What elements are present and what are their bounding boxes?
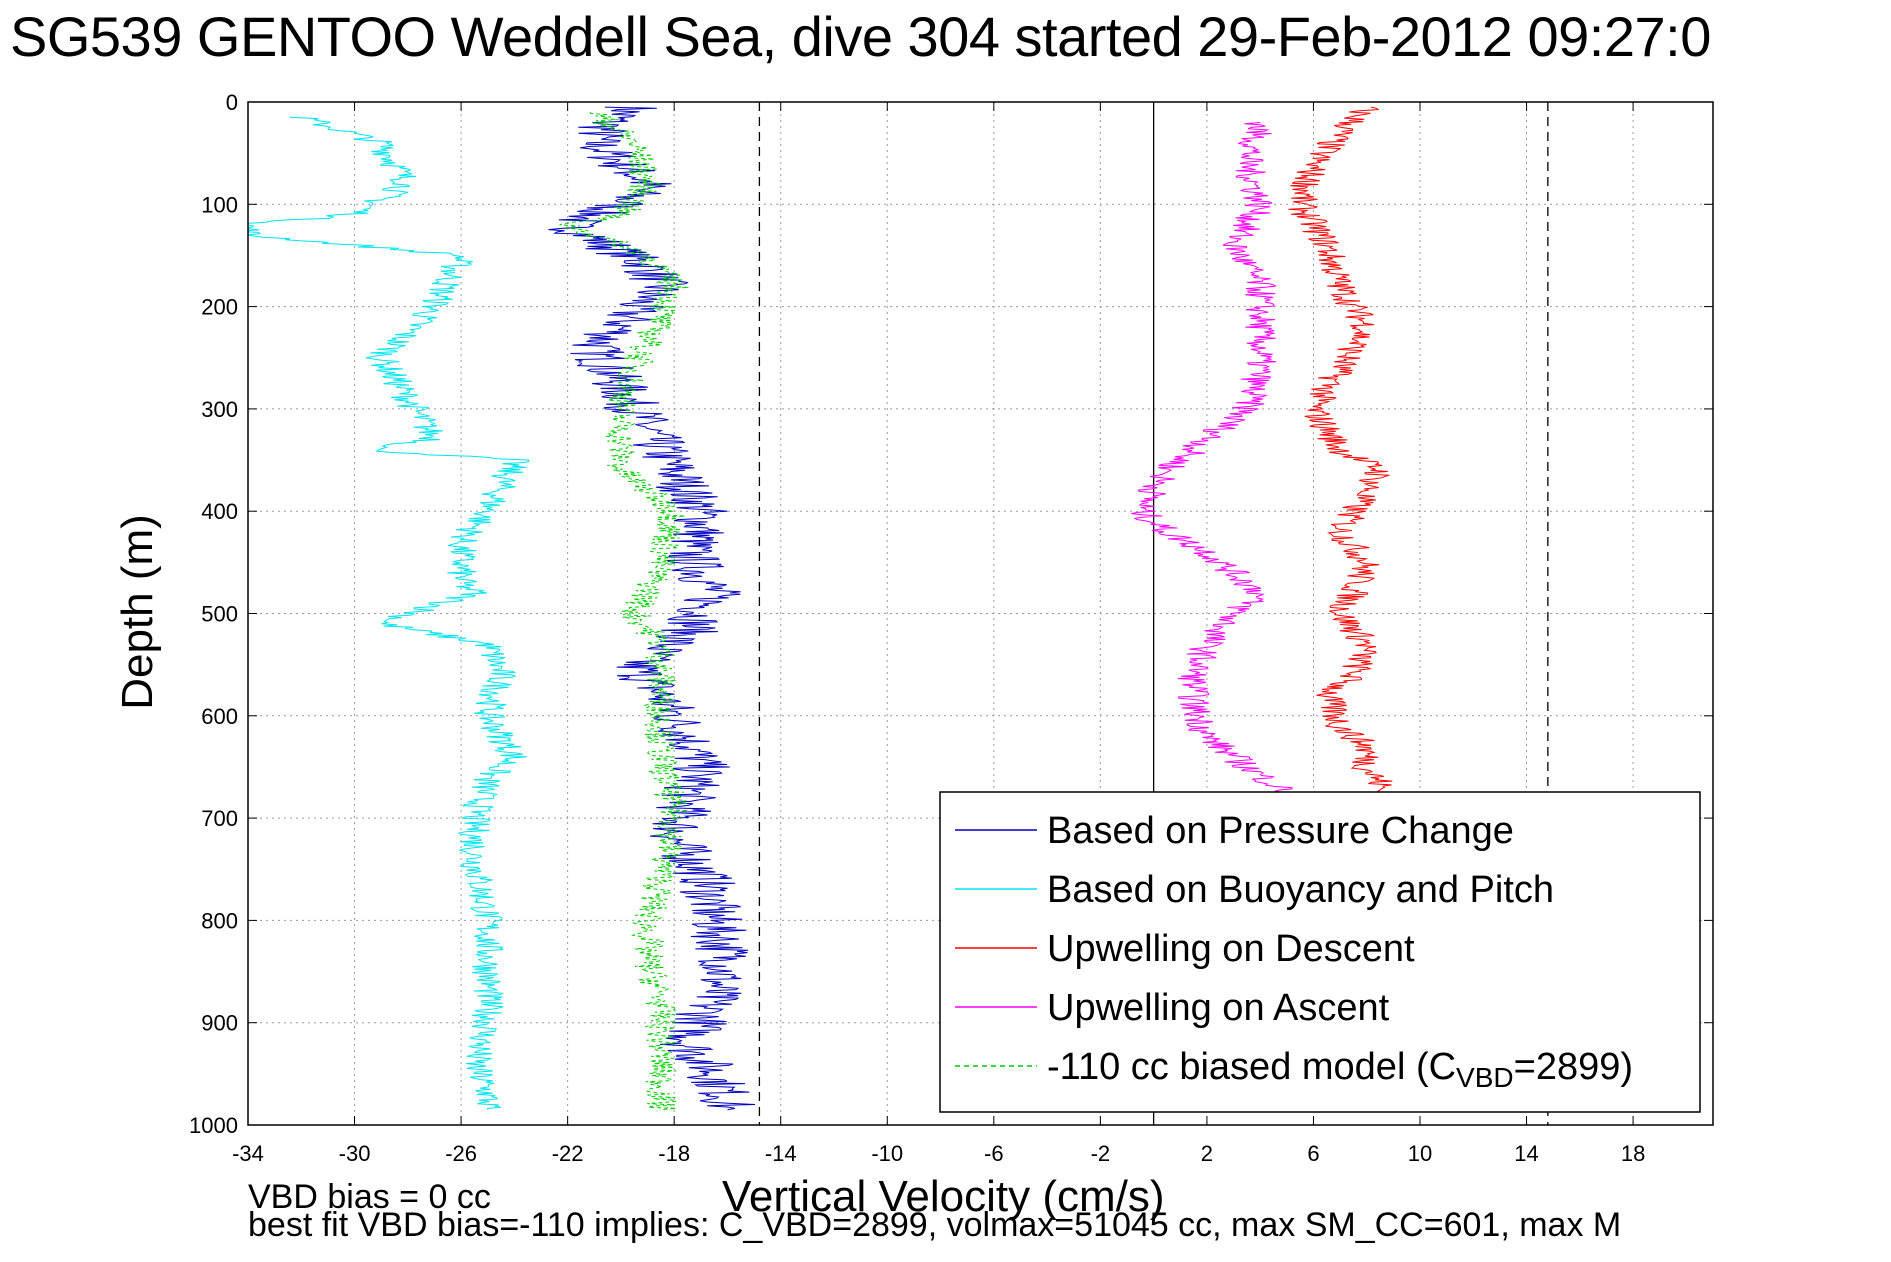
- x-tick-label: -10: [871, 1141, 903, 1166]
- x-tick-label: 2: [1201, 1141, 1213, 1166]
- chart-title: SG539 GENTOO Weddell Sea, dive 304 start…: [10, 5, 1711, 68]
- legend-label: Upwelling on Ascent: [1047, 987, 1390, 1029]
- legend-label: -110 cc biased model (CVBD=2899): [1047, 1046, 1633, 1093]
- footer-line-2: best fit VBD bias=-110 implies: C_VBD=28…: [248, 1206, 1622, 1244]
- x-tick-label: -22: [552, 1141, 584, 1166]
- series-group: [248, 106, 1393, 1111]
- legend-label: Upwelling on Descent: [1047, 928, 1415, 970]
- x-tick-label: 10: [1408, 1141, 1432, 1166]
- x-tick-label: 6: [1307, 1141, 1319, 1166]
- y-tick-label: 300: [201, 397, 238, 422]
- series-line: [1288, 106, 1393, 793]
- x-tick-label: 14: [1514, 1141, 1538, 1166]
- y-tick-labels: 0 100 200 300 400 500 600 700 800 900 1000: [189, 90, 238, 1138]
- x-tick-label: -18: [658, 1141, 690, 1166]
- x-tick-label: -30: [339, 1141, 371, 1166]
- series-line: [248, 116, 530, 1110]
- tick-marks: [247, 101, 1713, 1126]
- x-tick-labels: -34 -30 -26 -22 -18 -14 -10 -6 -2 2 6 10 14 18: [232, 1141, 1645, 1166]
- legend-label: Based on Buoyancy and Pitch: [1047, 869, 1554, 911]
- x-tick-label: 18: [1621, 1141, 1645, 1166]
- x-tick-label: -26: [445, 1141, 477, 1166]
- x-axis-label: Vertical Velocity (cm/s): [722, 1172, 1165, 1221]
- x-tick-label: -34: [232, 1141, 264, 1166]
- y-tick-label: 700: [201, 806, 238, 831]
- y-tick-label: 600: [201, 704, 238, 729]
- legend: Based on Pressure Change Based on Buoyanc…: [939, 791, 1701, 1113]
- x-tick-label: -2: [1091, 1141, 1111, 1166]
- y-tick-label: 100: [201, 192, 238, 217]
- series-line: [559, 111, 689, 1111]
- y-tick-label: 0: [226, 90, 238, 115]
- y-tick-label: 400: [201, 499, 238, 524]
- y-tick-label: 900: [201, 1011, 238, 1036]
- legend-label: Based on Pressure Change: [1047, 810, 1514, 852]
- y-tick-label: 1000: [189, 1113, 238, 1138]
- series-line: [548, 106, 756, 1111]
- y-tick-label: 500: [201, 602, 238, 627]
- x-tick-label: -6: [984, 1141, 1004, 1166]
- x-tick-label: -14: [765, 1141, 797, 1166]
- y-tick-label: 800: [201, 908, 238, 933]
- y-tick-label: 200: [201, 295, 238, 320]
- y-axis-label: Depth (m): [113, 514, 162, 710]
- footer-line-1: VBD bias = 0 cc: [248, 1178, 491, 1216]
- series-line: [1131, 122, 1293, 793]
- legend-box: [939, 791, 1701, 1113]
